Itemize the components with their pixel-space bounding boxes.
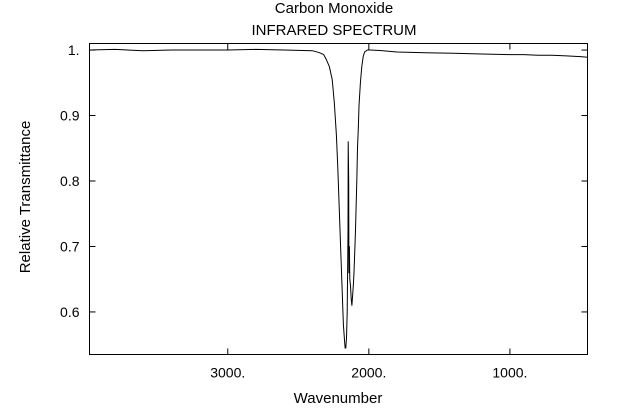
- y-tick-label: 0.6: [60, 304, 80, 320]
- y-axis-label: Relative Transmittance: [17, 121, 34, 274]
- x-axis-ticks: 3000. 2000. 1000.: [210, 43, 527, 381]
- x-tick-label: 1000.: [492, 365, 527, 381]
- y-tick-label: 0.9: [60, 108, 80, 124]
- plot-frame: [89, 43, 588, 355]
- x-tick-label: 2000.: [351, 365, 386, 381]
- x-tick-label: 3000.: [210, 365, 245, 381]
- y-tick-label: 1.: [68, 42, 80, 58]
- chart-title: Carbon Monoxide: [275, 0, 393, 17]
- y-tick-label: 0.7: [60, 238, 80, 254]
- spectrum-trace: [89, 48, 588, 349]
- chart-subtitle: INFRARED SPECTRUM: [251, 22, 416, 39]
- y-axis-ticks: 1. 0.9 0.8 0.7 0.6: [60, 42, 588, 320]
- y-tick-label: 0.8: [60, 173, 80, 189]
- x-axis-label: Wavenumber: [294, 390, 383, 407]
